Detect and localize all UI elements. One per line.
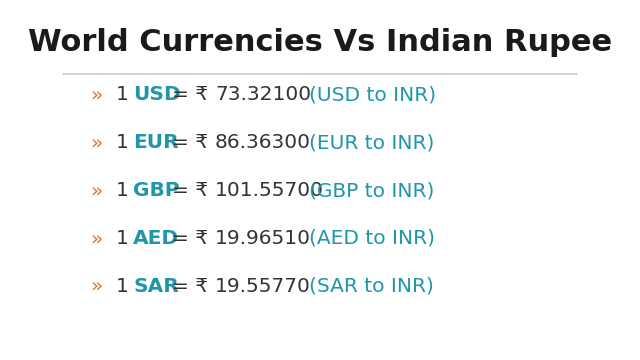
Text: = ₹: = ₹ [173,85,209,104]
Text: = ₹: = ₹ [173,229,209,248]
Text: SAR: SAR [133,277,179,296]
Text: 1: 1 [116,277,136,296]
Text: World Currencies Vs Indian Rupee: World Currencies Vs Indian Rupee [28,28,612,57]
Text: (GBP to INR): (GBP to INR) [309,181,435,200]
Text: USD: USD [133,85,180,104]
Text: 101.55700: 101.55700 [215,181,324,200]
Text: (AED to INR): (AED to INR) [309,229,435,248]
Text: 1: 1 [116,133,136,152]
Text: (EUR to INR): (EUR to INR) [309,133,435,152]
Text: »: » [90,277,103,296]
Text: »: » [90,85,103,104]
Text: = ₹: = ₹ [173,181,209,200]
Text: »: » [90,181,103,200]
Text: AED: AED [133,229,179,248]
Text: 1: 1 [116,229,136,248]
Text: 73.32100: 73.32100 [215,85,311,104]
Text: 86.36300: 86.36300 [215,133,311,152]
Text: 1: 1 [116,85,136,104]
Text: (USD to INR): (USD to INR) [309,85,436,104]
Text: = ₹: = ₹ [173,133,209,152]
Text: 19.55770: 19.55770 [215,277,311,296]
Text: (SAR to INR): (SAR to INR) [309,277,434,296]
Text: »: » [90,133,103,152]
Text: EUR: EUR [133,133,179,152]
Text: GBP: GBP [133,181,180,200]
Text: 1: 1 [116,181,136,200]
Text: 19.96510: 19.96510 [215,229,311,248]
Text: = ₹: = ₹ [173,277,209,296]
Text: »: » [90,229,103,248]
